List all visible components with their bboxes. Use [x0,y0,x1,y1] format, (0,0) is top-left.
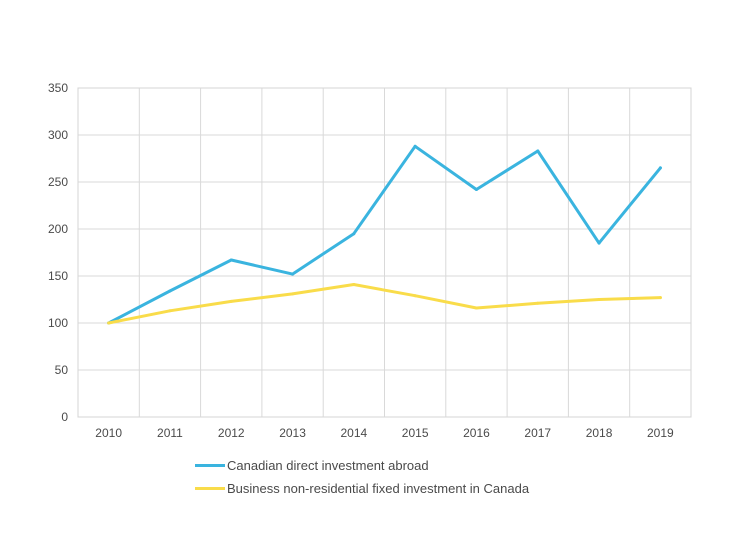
data-point-1-2011 [168,309,172,313]
data-point-0-2011 [168,289,172,293]
x-tick-label-2011: 2011 [157,426,183,440]
x-tick-label-2019: 2019 [647,426,674,440]
data-point-1-2019 [658,296,662,300]
y-tick-label-0: 0 [61,410,68,424]
data-point-1-2016 [474,306,478,310]
x-tick-label-2018: 2018 [586,426,613,440]
legend-swatch-cdia [195,464,225,467]
data-point-1-2012 [229,299,233,303]
legend-label-cdia: Canadian direct investment abroad [227,458,429,473]
y-tick-label-50: 50 [55,363,69,377]
y-tick-label-300: 300 [48,128,68,142]
series-layer [107,144,662,325]
x-tick-label-2017: 2017 [524,426,551,440]
data-point-0-2015 [413,144,417,148]
data-point-1-2010 [107,321,111,325]
y-tick-label-150: 150 [48,269,68,283]
data-point-1-2015 [413,294,417,298]
data-point-0-2019 [658,166,662,170]
grid-layer [77,87,692,418]
x-tick-label-2013: 2013 [279,426,306,440]
x-tick-label-2010: 2010 [95,426,122,440]
data-point-0-2014 [352,232,356,236]
data-point-1-2014 [352,282,356,286]
legend-label-business-investment: Business non-residential fixed investmen… [227,481,530,496]
x-tick-label-2012: 2012 [218,426,245,440]
legend-item-business-investment: Business non-residential fixed investmen… [195,477,529,500]
axis-layer: 0 50 100 150 200 250 300 350 2010 2011 2012 2013 201… [48,81,674,440]
y-tick-label-100: 100 [48,316,68,330]
data-point-0-2018 [597,241,601,245]
data-point-1-2013 [291,292,295,296]
data-point-0-2016 [474,188,478,192]
legend-item-cdia: Canadian direct investment abroad [195,454,529,477]
x-tick-label-2016: 2016 [463,426,490,440]
series-line-1 [107,283,662,325]
legend: Canadian direct investment abroad Busine… [195,454,529,500]
y-tick-label-350: 350 [48,81,68,95]
y-tick-label-250: 250 [48,175,68,189]
legend-swatch-business-investment [195,487,225,490]
data-point-0-2017 [536,149,540,153]
x-tick-label-2014: 2014 [340,426,367,440]
data-point-1-2017 [536,301,540,305]
data-point-1-2018 [597,298,601,301]
data-point-0-2012 [229,258,233,262]
x-tick-label-2015: 2015 [402,426,429,440]
y-tick-label-200: 200 [48,222,68,236]
data-point-0-2013 [291,272,295,276]
series-line-0 [107,144,662,325]
